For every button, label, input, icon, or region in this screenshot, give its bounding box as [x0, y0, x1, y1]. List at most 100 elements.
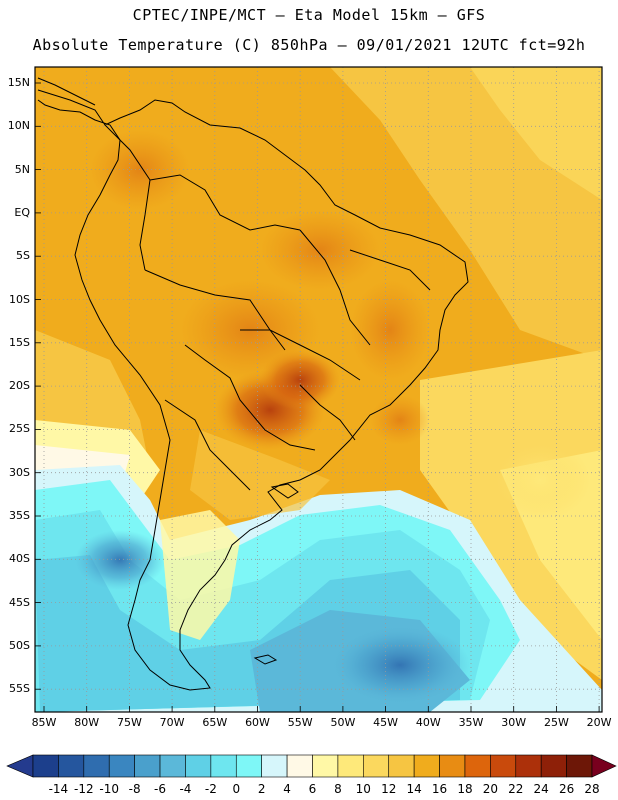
colorbar-swatch: [134, 754, 161, 778]
temperature-field: [35, 67, 602, 712]
colorbar-label: 4: [283, 782, 291, 796]
border-7: [349, 249, 431, 291]
colorbar-label: -4: [179, 782, 192, 796]
border-6: [240, 329, 361, 381]
field-ne-corner: [470, 67, 602, 200]
lat-label: 30S: [9, 465, 30, 479]
colorbar-swatch: [58, 754, 85, 778]
lat-label: 50S: [9, 638, 30, 652]
colorbar-swatch: [108, 754, 135, 778]
lon-label: 30W: [501, 716, 527, 729]
border-2: [144, 269, 286, 351]
uruguay-estuary: [270, 483, 299, 499]
lat-label: 15S: [9, 335, 30, 349]
lat-label: 5S: [16, 249, 30, 263]
title-line-2: Absolute Temperature (C) 850hPa – 09/01/…: [32, 36, 586, 54]
lon-label: 65W: [202, 716, 228, 729]
lat-label: 10S: [9, 292, 30, 306]
colorbar-swatch: [363, 754, 390, 778]
lat-label: 25S: [9, 422, 30, 436]
lon-label: 55W: [287, 716, 313, 729]
colorbar-swatch: [235, 754, 262, 778]
lat-label: 40S: [9, 552, 30, 566]
lon-label: 20W: [586, 716, 612, 729]
colorbar-swatch: [388, 754, 415, 778]
graticule: [35, 67, 602, 712]
colorbar-label: 26: [558, 782, 575, 796]
colorbar-label: 24: [533, 782, 549, 796]
colorbar-label: 2: [257, 782, 266, 796]
field-cold-pacific: [75, 530, 165, 590]
colorbar-label: 6: [308, 782, 317, 796]
lat-label: 45S: [9, 595, 30, 609]
coastlines: [37, 77, 469, 691]
colorbar-label: 22: [508, 782, 524, 796]
colorbar-label: 20: [482, 782, 498, 796]
lat-label: 35S: [9, 509, 30, 522]
central-america-coast: [37, 77, 96, 106]
border-9: [299, 384, 356, 441]
colorbar-label: 0: [232, 782, 241, 796]
colorbar-label: 18: [457, 782, 473, 796]
field-se-atlantic: [420, 350, 602, 680]
colorbar-label: 16: [431, 782, 448, 796]
colorbar-label: -14: [48, 782, 69, 796]
colorbar-label: -6: [154, 782, 167, 796]
colorbar: [6, 754, 617, 778]
colorbar-swatch: [464, 754, 491, 778]
colorbar-label: 28: [584, 782, 600, 796]
colorbar-swatch: [286, 754, 313, 778]
lon-label: 70W: [159, 716, 185, 729]
colorbar-low-arrow: [6, 754, 34, 778]
colorbar-label: 10: [355, 782, 371, 796]
colorbar-high-arrow: [591, 754, 617, 778]
field-warm-se: [370, 395, 430, 445]
lon-label: 50W: [330, 716, 356, 729]
colorbar-swatch: [515, 754, 542, 778]
colorbar-swatch: [32, 754, 59, 778]
colorbar-label: 12: [381, 782, 397, 796]
colorbar-swatch: [439, 754, 466, 778]
field-patagonia: [160, 510, 240, 640]
field-cold-core: [330, 625, 470, 705]
lat-label: 55S: [9, 682, 30, 696]
border-5: [299, 229, 371, 346]
colorbar-swatch: [83, 754, 110, 778]
colorbar-label: 8: [334, 782, 342, 796]
falklands: [253, 654, 278, 665]
lon-label: 35W: [458, 716, 484, 729]
lon-label: 85W: [31, 716, 57, 729]
border-4: [164, 399, 251, 491]
map-frame: [34, 66, 603, 713]
colorbar-swatch: [490, 754, 517, 778]
colorbar-label: 14: [406, 782, 422, 796]
title-line-1: CPTEC/INPE/MCT – Eta Model 15km – GFS: [132, 6, 486, 24]
south-america-coast: [37, 89, 469, 691]
colorbar-swatch: [566, 754, 593, 778]
colorbar-swatch: [159, 754, 186, 778]
colorbar-label: -8: [128, 782, 141, 796]
lat-label: 20S: [9, 379, 30, 393]
field-warm-east: [350, 280, 430, 380]
lat-label: 15N: [7, 76, 30, 89]
colorbar-label: -10: [99, 782, 120, 796]
lon-label: 45W: [373, 716, 399, 729]
colorbar-swatch: [540, 754, 567, 778]
lon-label: 75W: [116, 716, 142, 729]
border-1: [149, 174, 301, 231]
border-3: [184, 344, 316, 451]
field-yellow-patch: [490, 440, 590, 520]
colorbar-swatch: [261, 754, 288, 778]
colorbar-swatch: [337, 754, 364, 778]
lon-label: 80W: [74, 716, 100, 729]
colorbar-swatch: [210, 754, 237, 778]
field-warm-amazon: [260, 210, 380, 290]
lat-label: 5N: [14, 162, 30, 176]
colorbar-swatch: [413, 754, 440, 778]
lat-label: EQ: [14, 205, 30, 219]
border-8: [104, 124, 151, 271]
lon-label: 60W: [245, 716, 270, 729]
field-argentina: [190, 430, 330, 520]
lat-label: 10N: [7, 119, 30, 133]
